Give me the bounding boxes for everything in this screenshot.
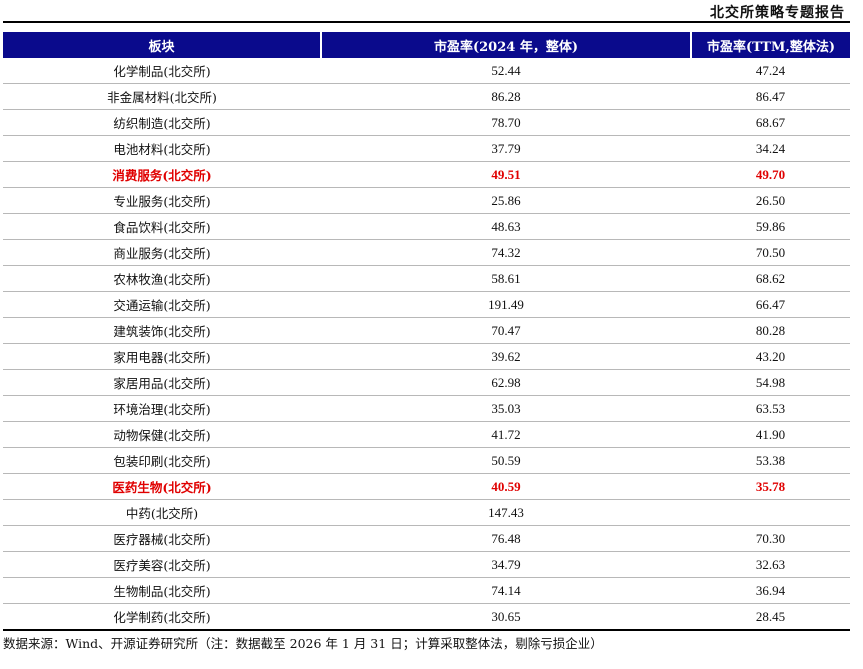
- table-row: 家居用品(北交所) 62.98 54.98: [3, 369, 850, 396]
- pe-2024-cell: 34.79: [321, 551, 691, 578]
- pe-2024-cell: 41.72: [321, 421, 691, 448]
- pe-ttm-cell: 68.67: [691, 109, 850, 136]
- pe-ttm-cell: 47.24: [691, 58, 850, 84]
- pe-ttm-cell: 28.45: [691, 603, 850, 631]
- pe-2024-cell: 52.44: [321, 58, 691, 84]
- pe-2024-cell: 147.43: [321, 499, 691, 526]
- source-note: 数据来源：Wind、开源证券研究所（注：数据截至 2026 年 1 月 31 日…: [3, 636, 603, 651]
- sector-cell: 专业服务(北交所): [3, 187, 321, 214]
- table-row: 化学制品(北交所) 52.44 47.24: [3, 58, 850, 84]
- report-title: 北交所策略专题报告: [710, 5, 845, 21]
- table-row: 纺织制造(北交所) 78.70 68.67: [3, 109, 850, 136]
- pe-ttm-cell: 66.47: [691, 291, 850, 318]
- sector-cell: 医疗美容(北交所): [3, 551, 321, 578]
- pe-ttm-cell: 41.90: [691, 421, 850, 448]
- pe-2024-cell: 86.28: [321, 83, 691, 110]
- table-row: 消费服务(北交所) 49.51 49.70: [3, 161, 850, 188]
- sector-cell: 农林牧渔(北交所): [3, 265, 321, 292]
- sector-cell: 环境治理(北交所): [3, 395, 321, 422]
- pe-ttm-cell: 35.78: [691, 473, 850, 500]
- pe-ttm-cell: 86.47: [691, 83, 850, 110]
- header-divider: [3, 21, 850, 23]
- pe-ttm-cell: 63.53: [691, 395, 850, 422]
- pe-2024-cell: 74.14: [321, 577, 691, 604]
- sector-cell: 电池材料(北交所): [3, 135, 321, 162]
- pe-ttm-cell: 68.62: [691, 265, 850, 292]
- table-row: 动物保健(北交所) 41.72 41.90: [3, 421, 850, 448]
- sector-cell: 消费服务(北交所): [3, 161, 321, 188]
- pe-2024-cell: 62.98: [321, 369, 691, 396]
- pe-ttm-cell: 36.94: [691, 577, 850, 604]
- table-row: 医疗器械(北交所) 76.48 70.30: [3, 525, 850, 552]
- sector-cell: 动物保健(北交所): [3, 421, 321, 448]
- table-row: 建筑装饰(北交所) 70.47 80.28: [3, 317, 850, 344]
- table-row: 化学制药(北交所) 30.65 28.45: [3, 603, 850, 631]
- sector-cell: 交通运输(北交所): [3, 291, 321, 318]
- table-row: 专业服务(北交所) 25.86 26.50: [3, 187, 850, 214]
- sector-cell: 食品饮料(北交所): [3, 213, 321, 240]
- pe-table: 板块 市盈率(2024 年，整体) 市盈率(TTM,整体法) 化学制品(北交所)…: [3, 32, 850, 631]
- pe-2024-cell: 191.49: [321, 291, 691, 318]
- sector-cell: 包装印刷(北交所): [3, 447, 321, 474]
- sector-cell: 建筑装饰(北交所): [3, 317, 321, 344]
- sector-cell: 医药生物(北交所): [3, 473, 321, 500]
- table-row: 包装印刷(北交所) 50.59 53.38: [3, 447, 850, 474]
- table-row: 医药生物(北交所) 40.59 35.78: [3, 473, 850, 500]
- table-row: 医疗美容(北交所) 34.79 32.63: [3, 551, 850, 578]
- pe-ttm-cell: 34.24: [691, 135, 850, 162]
- pe-ttm-cell: 59.86: [691, 213, 850, 240]
- table-row: 中药(北交所) 147.43: [3, 499, 850, 526]
- sector-cell: 中药(北交所): [3, 499, 321, 526]
- pe-2024-cell: 35.03: [321, 395, 691, 422]
- table-row: 生物制品(北交所) 74.14 36.94: [3, 577, 850, 604]
- pe-2024-cell: 40.59: [321, 473, 691, 500]
- pe-ttm-cell: [691, 499, 850, 526]
- sector-cell: 化学制药(北交所): [3, 603, 321, 631]
- column-header-sector: 板块: [3, 32, 321, 58]
- sector-cell: 生物制品(北交所): [3, 577, 321, 604]
- pe-2024-cell: 30.65: [321, 603, 691, 631]
- sector-cell: 医疗器械(北交所): [3, 525, 321, 552]
- pe-ttm-cell: 49.70: [691, 161, 850, 188]
- pe-2024-cell: 48.63: [321, 213, 691, 240]
- table-row: 环境治理(北交所) 35.03 63.53: [3, 395, 850, 422]
- pe-ttm-cell: 54.98: [691, 369, 850, 396]
- pe-2024-cell: 74.32: [321, 239, 691, 266]
- pe-ttm-cell: 32.63: [691, 551, 850, 578]
- table-row: 非金属材料(北交所) 86.28 86.47: [3, 83, 850, 110]
- sector-cell: 商业服务(北交所): [3, 239, 321, 266]
- pe-2024-cell: 39.62: [321, 343, 691, 370]
- pe-ttm-cell: 80.28: [691, 317, 850, 344]
- pe-2024-cell: 37.79: [321, 135, 691, 162]
- column-header-pe-2024: 市盈率(2024 年，整体): [320, 32, 691, 58]
- pe-ttm-cell: 70.50: [691, 239, 850, 266]
- sector-cell: 化学制品(北交所): [3, 58, 321, 84]
- table-header-row: 板块 市盈率(2024 年，整体) 市盈率(TTM,整体法): [3, 32, 850, 58]
- pe-2024-cell: 49.51: [321, 161, 691, 188]
- column-header-pe-ttm: 市盈率(TTM,整体法): [690, 32, 850, 58]
- pe-ttm-cell: 43.20: [691, 343, 850, 370]
- table-row: 家用电器(北交所) 39.62 43.20: [3, 343, 850, 370]
- sector-cell: 纺织制造(北交所): [3, 109, 321, 136]
- table-row: 电池材料(北交所) 37.79 34.24: [3, 135, 850, 162]
- pe-2024-cell: 70.47: [321, 317, 691, 344]
- pe-ttm-cell: 53.38: [691, 447, 850, 474]
- table-row: 农林牧渔(北交所) 58.61 68.62: [3, 265, 850, 292]
- sector-cell: 家居用品(北交所): [3, 369, 321, 396]
- pe-2024-cell: 25.86: [321, 187, 691, 214]
- pe-2024-cell: 50.59: [321, 447, 691, 474]
- pe-ttm-cell: 26.50: [691, 187, 850, 214]
- pe-ttm-cell: 70.30: [691, 525, 850, 552]
- table-row: 食品饮料(北交所) 48.63 59.86: [3, 213, 850, 240]
- pe-2024-cell: 78.70: [321, 109, 691, 136]
- table-row: 交通运输(北交所) 191.49 66.47: [3, 291, 850, 318]
- sector-cell: 非金属材料(北交所): [3, 83, 321, 110]
- pe-2024-cell: 76.48: [321, 525, 691, 552]
- pe-2024-cell: 58.61: [321, 265, 691, 292]
- sector-cell: 家用电器(北交所): [3, 343, 321, 370]
- table-row: 商业服务(北交所) 74.32 70.50: [3, 239, 850, 266]
